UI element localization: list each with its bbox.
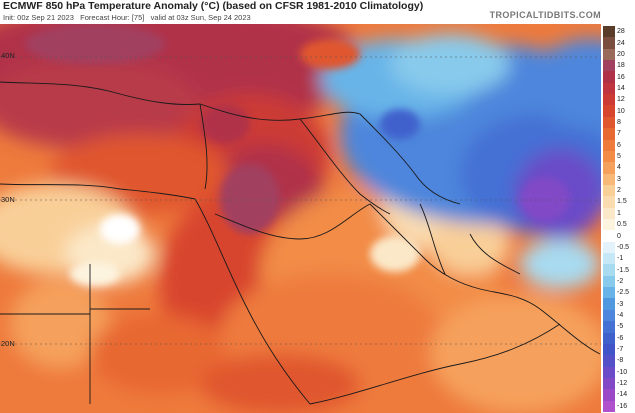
colorbar-label: -7	[617, 346, 624, 354]
header: ECMWF 850 hPa Temperature Anomaly (°C) (…	[0, 0, 635, 24]
colorbar-label: -6	[617, 334, 624, 342]
colorbar-label: 14	[617, 84, 625, 92]
colorbar-swatch	[603, 377, 615, 390]
lat-label-30n: 30N	[1, 195, 15, 204]
colorbar-swatch	[603, 343, 615, 356]
colorbar-label: 1	[617, 209, 621, 217]
colorbar-label: -2.5	[617, 289, 630, 297]
colorbar-label: 8	[617, 119, 621, 126]
colorbar-label: -1.5	[617, 266, 630, 274]
colorbar-label: 0	[617, 232, 621, 240]
colorbar-label: -14	[617, 391, 628, 399]
init-time: Init: 00z Sep 21 2023	[3, 13, 74, 22]
colorbar-swatch	[603, 287, 615, 299]
field-blobs	[0, 24, 601, 413]
colorbar-swatch	[603, 60, 615, 72]
colorbar-swatch	[603, 71, 615, 84]
colorbar-swatch	[603, 400, 615, 413]
colorbar-swatch	[603, 207, 615, 220]
colorbar-label: 5	[617, 153, 621, 161]
colorbar-swatch	[603, 48, 615, 61]
colorbar-swatch	[603, 162, 615, 175]
colorbar-swatch	[603, 389, 615, 402]
colorbar-swatch	[603, 105, 615, 118]
colorbar-label: 10	[617, 107, 625, 115]
colorbar-swatch	[603, 139, 615, 152]
colorbar-label: 12	[617, 96, 625, 104]
colorbar-swatch	[603, 37, 615, 50]
forecast-hour: Forecast Hour: [75]	[80, 13, 145, 22]
colorbar-swatch	[603, 173, 615, 186]
borders	[0, 81, 601, 405]
colorbar-label: -16	[617, 402, 628, 410]
colorbar-swatch	[603, 332, 615, 345]
colorbar-label: 1.5	[617, 198, 627, 206]
colorbar-swatch	[603, 94, 615, 106]
colorbar-label: -0.5	[617, 243, 630, 251]
colorbar-swatch	[603, 355, 615, 368]
colorbar-swatch	[603, 116, 615, 129]
colorbar-swatch	[603, 219, 615, 231]
graticule	[0, 56, 601, 345]
colorbar-label: -2	[617, 277, 624, 285]
colorbar-label: 7	[617, 130, 621, 138]
anomaly-field	[0, 24, 601, 413]
colorbar-swatch	[603, 264, 615, 277]
colorbar-label: 6	[617, 141, 621, 149]
lat-label-40n: 40N	[1, 51, 15, 60]
colorbar-label: 4	[617, 164, 621, 172]
colorbar-swatch	[603, 230, 615, 243]
colorbar-swatch	[603, 150, 615, 163]
colorbar-swatch	[603, 298, 615, 311]
colorbar-swatch	[603, 321, 615, 334]
colorbar: 28 24 20 18 16 14 12 10 8 7 6 5 4 3 2 1.5 1 0.5 0 -0.5 -1 -1.…	[603, 24, 635, 413]
valid-time: valid at 03z Sun, Sep 24 2023	[150, 13, 251, 22]
colorbar-label: -3	[617, 300, 624, 308]
field-details	[25, 24, 570, 286]
colorbar-swatch	[603, 196, 615, 209]
colorbar-label: 28	[617, 28, 625, 36]
colorbar-label: 3	[617, 175, 621, 183]
colorbar-swatch	[603, 366, 615, 379]
colorbar-label: -4	[617, 312, 624, 319]
colorbar-swatch	[603, 309, 615, 322]
map-title: ECMWF 850 hPa Temperature Anomaly (°C) (…	[3, 0, 424, 12]
colorbar-label: -10	[617, 368, 628, 376]
colorbar-label: 2	[617, 187, 621, 195]
colorbar-swatch	[603, 253, 615, 265]
lat-label-20n: 20N	[1, 339, 15, 348]
anomaly-map[interactable]: 40N 30N 20N	[0, 24, 601, 413]
colorbar-label: -5	[617, 323, 624, 331]
colorbar-swatch	[603, 275, 615, 288]
colorbar-swatch	[603, 241, 615, 254]
colorbar-swatch	[603, 82, 615, 95]
colorbar-label: 18	[617, 62, 625, 70]
site-brand: TROPICALTIDBITS.COM	[489, 10, 601, 20]
colorbar-label: 0.5	[617, 221, 627, 229]
colorbar-label: -8	[617, 357, 624, 365]
colorbar-swatch	[603, 26, 615, 38]
colorbar-label: 24	[617, 39, 625, 47]
colorbar-label: 16	[617, 73, 625, 81]
colorbar-label: -1	[617, 255, 624, 263]
colorbar-label: 20	[617, 50, 625, 58]
map-subtitle: Init: 00z Sep 21 2023 Forecast Hour: [75…	[3, 13, 251, 22]
colorbar-label: -12	[617, 380, 628, 388]
colorbar-swatch	[603, 128, 615, 141]
colorbar-swatch	[603, 184, 615, 197]
